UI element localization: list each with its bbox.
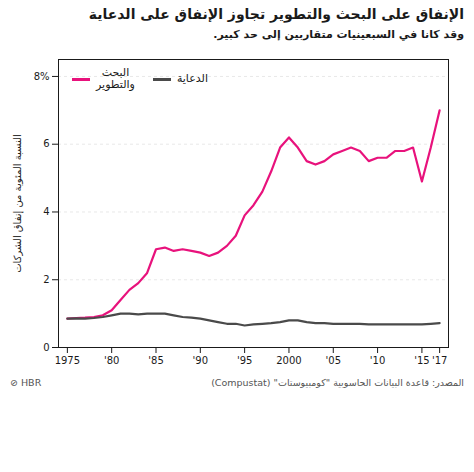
svg-text:'17: '17 xyxy=(432,354,447,365)
svg-text:'80: '80 xyxy=(104,354,119,365)
svg-text:1975: 1975 xyxy=(55,354,80,365)
svg-text:2: 2 xyxy=(43,273,49,284)
html-text:الإنفاق على البحث والتطوير تجا: الإنفاق على البحث والتطوير تجاوز الإنفاق… xyxy=(88,6,464,22)
svg-text:8%: 8% xyxy=(34,70,50,81)
html-text:وقد كانا في السبعينيات متقاربي: وقد كانا في السبعينيات متقاربين إلى حد ك… xyxy=(213,27,464,41)
svg-text:'05: '05 xyxy=(326,354,341,365)
svg-text:4: 4 xyxy=(43,206,49,217)
svg-text:النسبة المئوية من إنفاق الشركا: النسبة المئوية من إنفاق الشركات xyxy=(12,134,24,273)
svg-text:6: 6 xyxy=(43,138,49,149)
svg-text:'90: '90 xyxy=(193,354,208,365)
svg-text:'15: '15 xyxy=(414,354,429,365)
html-text:الدعاية: الدعاية xyxy=(176,71,208,85)
html-text:⊘ HBR: ⊘ HBR xyxy=(10,376,42,388)
html-text:المصدر: قاعدة البيانات الحاسوب: المصدر: قاعدة البيانات الحاسوبية "كومبيو… xyxy=(211,376,464,388)
svg-text:'10: '10 xyxy=(370,354,385,365)
svg-text:0: 0 xyxy=(43,341,49,352)
svg-text:2000: 2000 xyxy=(276,354,301,365)
html-text:البحث والتطوير: البحث والتطوير xyxy=(96,65,135,92)
svg-text:'85: '85 xyxy=(148,354,163,365)
svg-text:'95: '95 xyxy=(237,354,252,365)
